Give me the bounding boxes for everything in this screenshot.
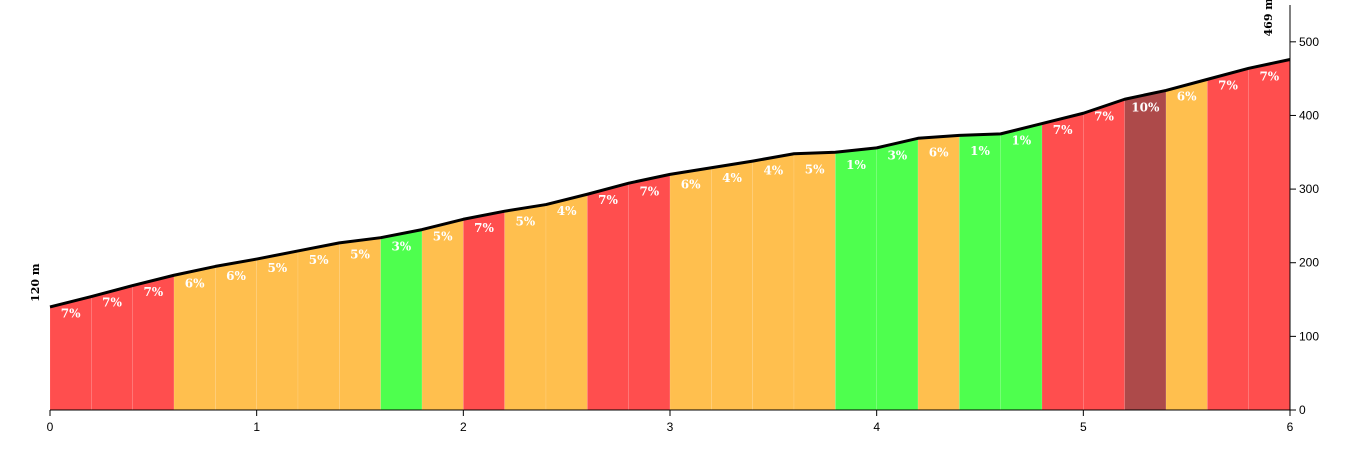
grade-label: 3%	[887, 148, 907, 162]
grade-segment	[628, 173, 671, 411]
grade-segment	[380, 229, 423, 411]
grade-label: 4%	[722, 171, 742, 185]
grade-label: 4%	[557, 204, 577, 218]
grade-segment	[793, 151, 836, 411]
grade-segment	[463, 210, 505, 411]
grade-segment	[1124, 90, 1167, 411]
grade-label: 6%	[1177, 89, 1197, 103]
grade-label: 7%	[474, 221, 494, 235]
grade-label: 7%	[1259, 69, 1279, 83]
grade-label: 6%	[681, 178, 701, 192]
grade-label: 5%	[267, 261, 287, 275]
grade-labels: 7% 7% 7% 6% 6% 5% 5% 5% 3% 5% 7% 5% 4% 7% 7% 6% 4% 4% 5% 1%…	[61, 69, 1280, 320]
x-tick-label: 0	[47, 420, 54, 434]
grade-segment	[1248, 59, 1291, 411]
grade-segment	[1165, 78, 1208, 411]
grade-label: 5%	[515, 215, 535, 229]
grade-label: 7%	[1053, 123, 1073, 137]
x-tick-label: 1	[253, 420, 260, 434]
grade-segment	[545, 193, 588, 411]
grade-segment	[959, 133, 1001, 411]
grade-label: 7%	[598, 193, 618, 207]
grade-label: 3%	[391, 240, 411, 254]
grade-label: 7%	[61, 307, 81, 321]
grade-segment	[835, 147, 877, 411]
grade-segment	[504, 204, 547, 411]
grade-label: 6%	[929, 145, 949, 159]
grade-label: 1%	[970, 144, 990, 158]
grade-segment	[421, 218, 464, 411]
x-tick-label: 2	[460, 420, 467, 434]
x-axis: 0 1 2 3 4 5 6	[47, 409, 1294, 434]
grade-label: 4%	[763, 164, 783, 178]
grade-label: 1%	[846, 158, 866, 172]
y-tick-label: 0	[1299, 403, 1306, 417]
grade-label: 7%	[639, 184, 659, 198]
y-tick-label: 400	[1299, 108, 1319, 122]
grade-segment	[1083, 98, 1125, 411]
y-tick-label: 300	[1299, 182, 1319, 196]
grade-segment	[297, 242, 340, 411]
grade-segment	[917, 135, 960, 411]
grade-segment	[1041, 112, 1084, 411]
grade-segment	[339, 237, 381, 411]
grade-label: 7%	[1094, 109, 1114, 123]
grade-segment	[876, 137, 919, 411]
grade-label: 7%	[143, 285, 163, 299]
x-tick-label: 4	[873, 420, 880, 434]
x-tick-label: 3	[667, 420, 674, 434]
grade-segment	[669, 167, 712, 411]
grade-label: 6%	[226, 269, 246, 283]
grade-label: 6%	[185, 276, 205, 290]
grade-segment	[711, 160, 753, 411]
grade-label: 10%	[1131, 100, 1160, 114]
grade-label: 7%	[102, 296, 122, 310]
grade-label: 5%	[805, 162, 825, 176]
elevation-profile-line	[49, 58, 1291, 309]
grade-segment	[1000, 123, 1043, 411]
grade-label: 7%	[1218, 78, 1238, 92]
y-axis: 0 100 200 300 400 500	[1289, 5, 1319, 417]
grade-segment	[752, 153, 795, 411]
grade-label: 5%	[350, 248, 370, 262]
y-tick-label: 100	[1299, 329, 1319, 343]
grade-segments	[49, 59, 1291, 411]
y-tick-label: 200	[1299, 256, 1319, 270]
grade-label: 1%	[1011, 134, 1031, 148]
end-elevation-label: 469 m	[1262, 0, 1275, 36]
y-tick-label: 500	[1299, 35, 1319, 49]
grade-segment	[1207, 67, 1249, 411]
x-tick-label: 6	[1287, 420, 1294, 434]
grade-label: 5%	[309, 253, 329, 267]
x-tick-label: 5	[1080, 420, 1087, 434]
grade-segment	[587, 182, 629, 411]
grade-label: 5%	[433, 229, 453, 243]
start-elevation-label: 120 m	[29, 263, 42, 302]
